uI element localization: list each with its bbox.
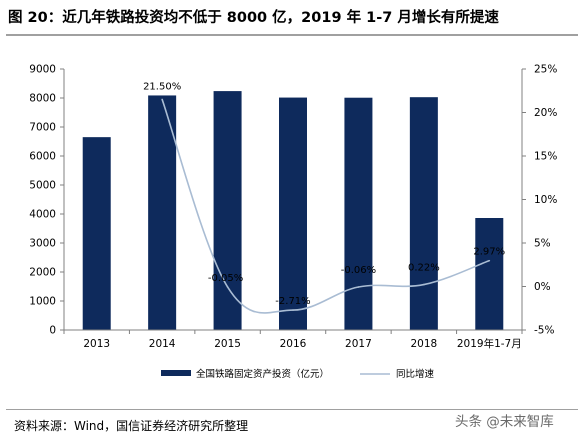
x-tick-label: 2018 <box>410 338 437 350</box>
x-tick-label: 2019年1-7月 <box>457 337 522 350</box>
left-tick-label: 7000 <box>29 122 56 134</box>
bar-2018 <box>409 97 438 330</box>
bar-2017 <box>344 97 373 331</box>
left-tick-label: 4000 <box>29 209 56 221</box>
growth-point-2014 <box>161 98 163 101</box>
left-tick-label: 3000 <box>29 238 56 250</box>
source-note: 资料来源：Wind，国信证券经济研究所整理 <box>14 419 249 433</box>
x-tick-label: 2013 <box>83 338 110 350</box>
growth-data-label: -0.05% <box>208 273 243 284</box>
right-tick-label: 15% <box>534 151 557 163</box>
left-tick-label: 1000 <box>29 296 56 308</box>
legend-line-label: 同比增速 <box>396 368 435 380</box>
right-tick-label: -5% <box>534 325 554 337</box>
bar-2019年1-7月 <box>475 218 504 330</box>
watermark: 头条 @未来智库 <box>455 414 554 430</box>
right-tick-label: 5% <box>534 238 551 250</box>
growth-data-label: 2.97% <box>473 247 505 258</box>
left-tick-label: 0 <box>49 325 56 337</box>
x-tick-label: 2017 <box>345 338 372 350</box>
source-divider <box>6 409 578 410</box>
right-tick-label: 25% <box>534 64 557 76</box>
left-tick-label: 8000 <box>29 93 56 105</box>
x-tick-label: 2014 <box>149 338 176 350</box>
growth-data-label: 0.22% <box>408 263 440 274</box>
growth-data-label: -0.06% <box>341 265 376 276</box>
right-tick-label: 10% <box>534 194 557 206</box>
left-tick-label: 5000 <box>29 180 56 192</box>
legend-bar-label: 全国铁路固定资产投资（亿元） <box>196 368 329 380</box>
growth-point-2015 <box>226 286 229 288</box>
legend-bar-swatch <box>161 370 191 376</box>
growth-data-label: 21.50% <box>143 81 181 92</box>
right-tick-label: 0% <box>534 281 551 293</box>
right-tick-label: 20% <box>534 107 557 119</box>
chart-title: 图 20：近几年铁路投资均不低于 8000 亿，2019 年 1-7 月增长有所… <box>8 10 499 26</box>
growth-point-2016 <box>292 309 294 311</box>
growth-data-label: -2.71% <box>275 296 310 307</box>
left-tick-label: 9000 <box>29 64 56 76</box>
x-tick-label: 2015 <box>214 338 241 350</box>
bar-2015 <box>213 91 242 331</box>
growth-point-2019年1-7月 <box>488 259 491 262</box>
growth-point-2018 <box>423 283 425 286</box>
bar-2014 <box>148 95 177 330</box>
bar-2013 <box>82 137 111 330</box>
bar-2016 <box>279 97 307 330</box>
left-tick-label: 6000 <box>29 151 56 163</box>
x-tick-label: 2016 <box>280 338 307 350</box>
left-tick-label: 2000 <box>29 267 56 279</box>
title-divider <box>6 34 578 36</box>
growth-point-2017 <box>357 286 360 288</box>
